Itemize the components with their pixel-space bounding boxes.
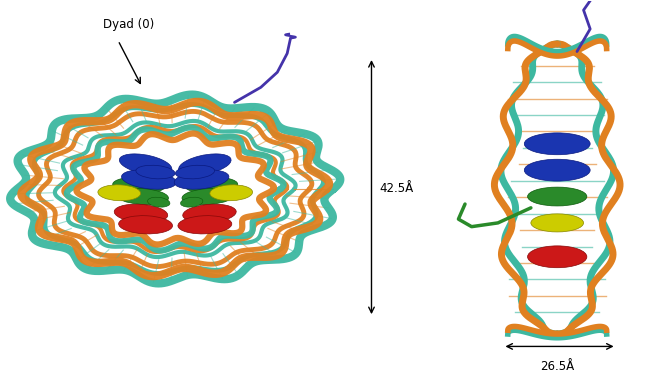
Ellipse shape [527,246,587,268]
Ellipse shape [136,165,175,179]
Ellipse shape [182,188,234,204]
Text: Dyad (0): Dyad (0) [103,18,154,31]
Ellipse shape [119,216,172,234]
Ellipse shape [116,188,168,204]
Ellipse shape [113,177,165,193]
Ellipse shape [121,170,176,189]
Ellipse shape [531,214,583,232]
Text: 26.5Å: 26.5Å [540,360,574,373]
Ellipse shape [119,154,172,175]
Ellipse shape [98,185,141,201]
Ellipse shape [185,177,238,193]
Ellipse shape [183,204,236,223]
Ellipse shape [174,170,229,189]
Text: 42.5Å: 42.5Å [379,183,414,195]
Ellipse shape [210,185,253,201]
Ellipse shape [114,204,168,223]
Ellipse shape [524,159,590,181]
Ellipse shape [148,197,170,207]
Ellipse shape [180,197,203,207]
Ellipse shape [178,216,232,234]
Ellipse shape [179,154,231,175]
Ellipse shape [176,165,214,179]
Ellipse shape [524,133,590,155]
Ellipse shape [527,187,587,206]
